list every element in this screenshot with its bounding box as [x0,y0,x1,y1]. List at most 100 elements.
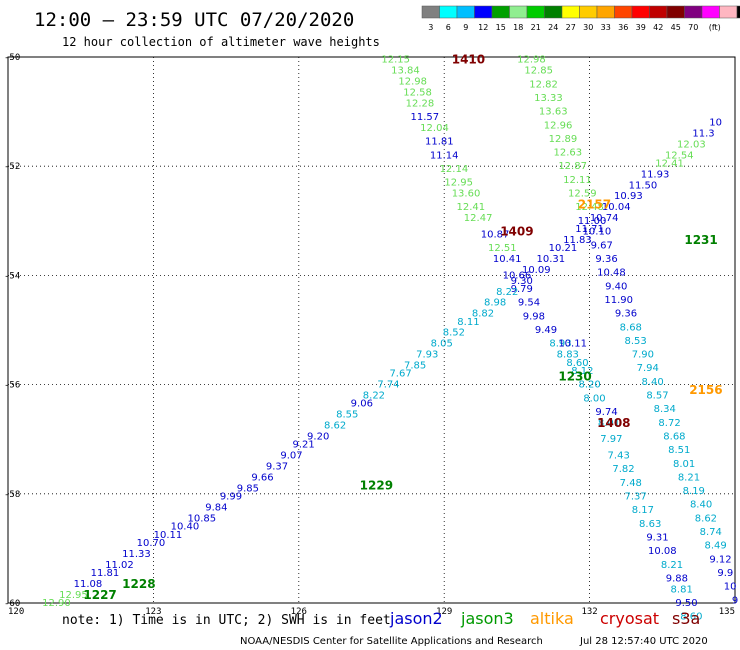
legend-swatch [701,5,720,19]
wave-height-label: 11.71 [575,224,604,235]
legend-swatch [666,5,685,19]
wave-height-label: 12.58 [403,87,432,98]
legend-swatch [631,5,650,19]
wave-height-label: 8.20 [578,380,600,391]
wave-height-label: 12.51 [488,243,517,254]
wave-height-label: 8.05 [431,339,453,350]
wave-height-label: 11.02 [105,560,134,571]
wave-height-label: 8.49 [704,541,726,552]
wave-height-label: 7.93 [416,350,438,361]
wave-height-label: 13.33 [534,93,563,104]
wave-height-label: 9.20 [307,431,329,442]
wave-height-label: 9.98 [523,311,545,322]
wave-height-label: 10.93 [614,191,643,202]
pass-time-label: 1410 [452,53,485,67]
legend-swatch [544,5,563,19]
wave-height-label: 9.85 [237,483,259,494]
pass-time-label: 1409 [500,225,533,239]
legend-label: (ft) [709,23,721,32]
wave-height-label: 8.62 [695,513,717,524]
wave-height-label: 12.48 [575,202,604,213]
wave-height-label: 12.41 [655,158,684,169]
data-points: 12.1513.8412.9812.5812.2811.5712.0411.81… [42,55,738,623]
wave-height-label: 12.87 [558,161,587,172]
wave-height-label: 10.21 [549,243,578,254]
wave-height-label: 12.11 [563,175,592,186]
wave-height-label: 9.31 [646,532,668,543]
wave-height-label: 8.17 [632,505,654,516]
wave-height-label: 7.37 [625,492,647,503]
legend-swatch [491,5,510,19]
legend-label: 18 [513,23,523,32]
wave-height-label: 9.74 [595,407,617,418]
wave-height-label: 12.98 [517,55,546,66]
wave-height-label: 9.88 [666,573,688,584]
chart-subtitle: 12 hour collection of altimeter wave hei… [62,35,380,49]
wave-height-label: 8.83 [557,350,579,361]
wave-height-label: 12.95 [444,178,473,189]
wave-height-label: 9.07 [280,451,302,462]
wave-height-label: 12.95 [59,590,88,601]
wave-height-label: 10.08 [648,546,677,557]
wave-height-label: 7.43 [608,451,630,462]
x-tick-label: 120 [8,607,24,617]
wave-height-label: 11.50 [629,180,658,191]
legend-label: 15 [496,23,506,32]
wave-height-label: 10.04 [602,202,631,213]
wave-height-label: 8.21 [661,560,683,571]
legend-label: 30 [583,23,593,32]
wave-height-label: 8.22 [363,391,385,402]
pass-time-label: 1229 [360,479,393,493]
wave-height-label: 12.85 [524,66,553,77]
legend-label: 36 [618,23,628,32]
wave-height-label: 8.81 [671,584,693,595]
wave-height-label: 12.90 [42,598,71,609]
wave-height-label: 12.63 [553,148,582,159]
legend-swatch [474,5,493,19]
wave-height-label: 12.41 [457,202,486,213]
satellite-name-s3a: s3a [672,609,700,628]
legend-label: 70 [688,23,698,32]
wave-height-label: 13.84 [391,66,420,77]
legend-swatch [456,5,475,19]
wave-height-label: 8.40 [690,500,712,511]
wave-height-label: 8.68 [663,431,685,442]
wave-height-label: 10.66 [503,270,532,281]
satellite-legend: jason2 jason3 altika cryosat s3a [389,609,700,628]
wave-height-label: 9.84 [205,502,227,513]
satellite-name-jason3: jason3 [460,609,514,628]
legend-label: 27 [566,23,576,32]
wave-height-label: 9.99 [220,492,242,503]
note-text: note: 1) Time is in UTC; 2) SWH is in fe… [62,613,391,628]
wave-height-label: 11.81 [425,137,454,148]
wave-height-label: 8.11 [457,317,479,328]
wave-height-label: 8.22 [496,287,518,298]
wave-height-label: 8.00 [583,393,605,404]
wave-height-label: 9.30 [511,276,533,287]
legend-swatch [649,5,668,19]
wave-height-label: 7.85 [404,360,426,371]
legend-label: 45 [671,23,681,32]
wave-height-label: 8.93 [549,339,571,350]
timestamp-text: Jul 28 12:57:40 UTC 2020 [579,636,708,647]
legend-swatch [736,5,740,19]
wave-height-label: 11.14 [430,150,459,161]
y-tick-label: -54 [4,271,20,281]
wave-height-label: 9.49 [535,325,557,336]
wave-height-label: 11.57 [410,112,439,123]
legend-label: 42 [653,23,663,32]
satellite-name-cryosat: cryosat [600,609,659,628]
wave-height-label: 8.34 [654,404,676,415]
x-tick-label: 123 [145,607,161,617]
legend-swatch [561,5,580,19]
wave-height-label: 8.53 [625,336,647,347]
wave-height-label: 9.21 [293,440,315,451]
y-tick-label: -56 [4,381,20,391]
wave-height-label: 8.72 [658,418,680,429]
wave-height-label: 9.36 [615,309,637,320]
legend-label: 12 [478,23,488,32]
wave-height-label: 10.10 [583,227,612,238]
legend-label: 6 [446,23,451,32]
wave-height-label: 7.90 [632,350,654,361]
wave-height-label: 8.63 [639,519,661,530]
